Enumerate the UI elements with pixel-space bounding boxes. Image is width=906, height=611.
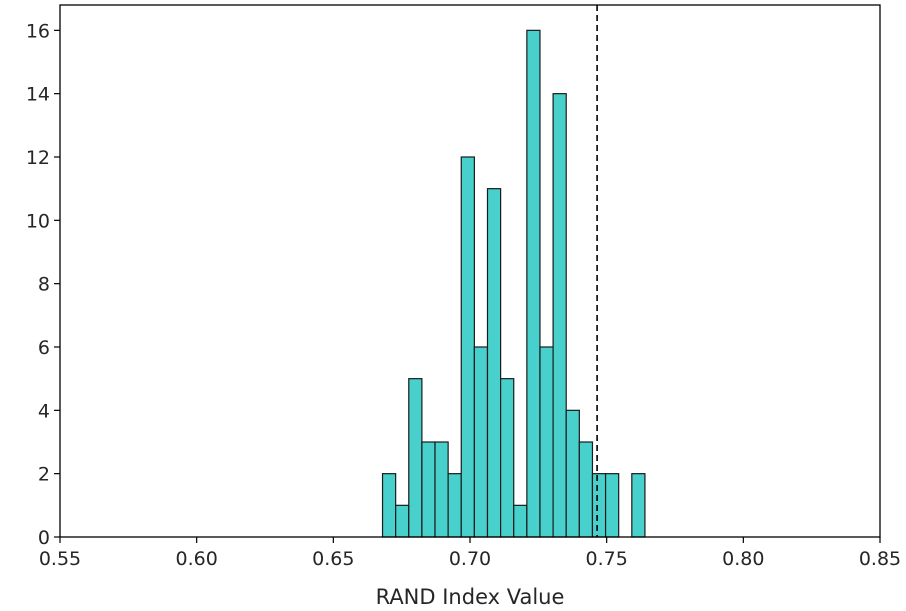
histogram-bar (381, 473, 397, 538)
y-tick-label: 16 (26, 20, 50, 42)
histogram-bar (447, 473, 462, 538)
x-tick-label: 0.65 (312, 548, 354, 570)
histogram-bar (434, 441, 449, 538)
histogram-bar (565, 409, 580, 538)
histogram-bar (513, 504, 528, 538)
y-tick-label: 14 (26, 84, 50, 106)
y-axis: 0 2 4 6 8 10 12 14 16 (26, 20, 60, 549)
y-tick-label: 2 (38, 464, 50, 486)
y-tick-label: 10 (26, 210, 50, 232)
histogram-bar (604, 473, 620, 538)
y-tick-label: 4 (38, 400, 50, 422)
y-tick-label: 0 (38, 527, 50, 549)
histogram-bar (421, 441, 436, 538)
x-tick-label: 0.80 (722, 548, 764, 570)
x-axis-title: RAND Index Value (376, 585, 565, 609)
x-tick-label: 0.85 (859, 548, 901, 570)
histogram-bar (395, 504, 410, 538)
y-tick-label: 8 (38, 274, 50, 296)
histogram-bar (578, 441, 594, 538)
x-axis: 0.55 0.60 0.65 0.70 0.75 0.80 0.85 (39, 537, 901, 570)
y-tick-label: 12 (26, 147, 50, 169)
histogram-bar (552, 93, 567, 538)
x-tick-label: 0.55 (39, 548, 81, 570)
y-tick-label: 6 (38, 337, 50, 359)
histogram-bar (526, 29, 541, 538)
histogram-bar (408, 378, 423, 538)
histogram-bar (460, 156, 475, 538)
histogram-bar (591, 473, 607, 538)
histogram-bar (500, 378, 515, 538)
x-tick-label: 0.75 (586, 548, 628, 570)
x-tick-label: 0.60 (176, 548, 218, 570)
histogram-bar (473, 346, 489, 538)
histogram-bar (486, 188, 502, 538)
x-tick-label: 0.70 (449, 548, 491, 570)
histogram-bar (539, 346, 554, 538)
histogram-bar (631, 473, 646, 538)
histogram-bars (381, 29, 646, 538)
